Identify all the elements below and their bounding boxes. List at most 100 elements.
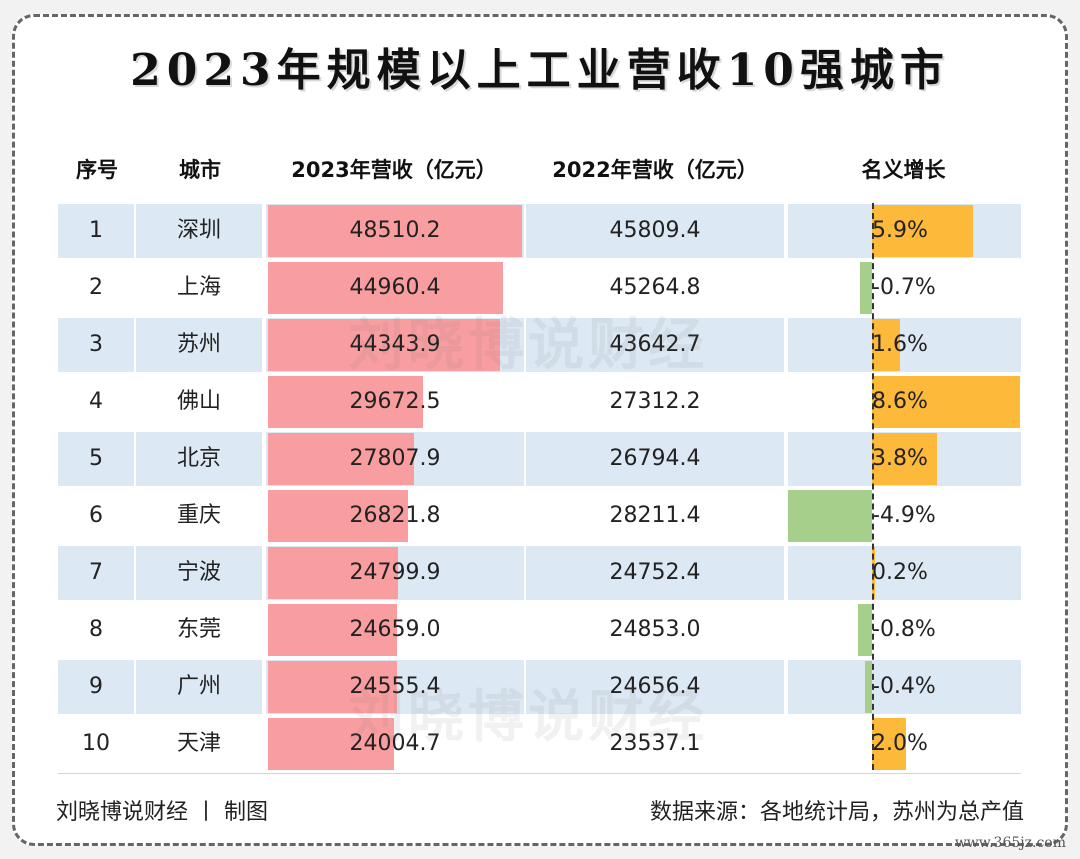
site-watermark: www.365jz.com — [954, 835, 1066, 851]
growth-bar — [872, 376, 1020, 428]
revenue-2023-bar — [268, 205, 522, 257]
table-cell — [58, 318, 134, 372]
table-cell — [136, 432, 262, 486]
revenue-2023-label: 44343.9 — [349, 332, 441, 357]
table-row: 2 上海 44960.4 45264.8 -0.7% — [58, 261, 1021, 315]
table-cell — [526, 432, 784, 486]
growth-label: 1.6% — [872, 332, 928, 357]
revenue-2023-label: 24555.4 — [349, 674, 441, 699]
growth-label: -4.9% — [872, 503, 936, 528]
city-label: 北京 — [176, 446, 221, 471]
table-bottom-rule — [58, 773, 1021, 774]
city-label: 上海 — [176, 275, 221, 300]
city-label: 深圳 — [176, 218, 221, 243]
table-row: 10 天津 24004.7 23537.1 2.0% — [58, 717, 1021, 771]
city-label: 重庆 — [176, 503, 221, 528]
revenue-2023-bar — [268, 433, 414, 485]
revenue-2022-label: 28211.4 — [609, 503, 701, 528]
revenue-2022-label: 24853.0 — [609, 617, 701, 642]
revenue-2022-label: 24752.4 — [609, 560, 701, 585]
table-row: 9 广州 24555.4 24656.4 -0.4% — [58, 660, 1021, 714]
revenue-2023-label: 24659.0 — [349, 617, 441, 642]
table-cell — [136, 318, 262, 372]
revenue-2023-bar — [268, 547, 398, 599]
revenue-2022-label: 24656.4 — [609, 674, 701, 699]
revenue-2022-label: 23537.1 — [609, 731, 701, 756]
rank-label: 1 — [89, 218, 103, 243]
growth-label: 8.6% — [872, 389, 928, 414]
revenue-2023-bar — [268, 604, 397, 656]
revenue-2023-bar — [268, 661, 397, 713]
revenue-2023-bar — [268, 490, 408, 542]
growth-bar — [860, 262, 872, 314]
header-growth: 名义增长 — [861, 158, 946, 182]
table-cell — [136, 660, 262, 714]
growth-label: -0.7% — [872, 275, 936, 300]
revenue-2023-label: 29672.5 — [349, 389, 441, 414]
city-label: 宁波 — [176, 560, 221, 585]
table-cell — [526, 204, 784, 258]
rank-label: 10 — [82, 731, 110, 756]
table-cell — [58, 546, 134, 600]
table-row: 8 东莞 24659.0 24853.0 -0.8% — [58, 603, 1021, 657]
table-row: 3 苏州 44343.9 43642.7 1.6% — [58, 318, 1021, 372]
rank-label: 6 — [89, 503, 103, 528]
table-cell — [526, 546, 784, 600]
revenue-2023-label: 48510.2 — [349, 218, 441, 243]
revenue-2023-label: 44960.4 — [349, 275, 441, 300]
footer-source: 数据来源：各地统计局，苏州为总产值 — [649, 800, 1024, 825]
growth-bar — [872, 319, 900, 371]
city-label: 苏州 — [176, 332, 221, 357]
rank-label: 7 — [89, 560, 103, 585]
table-cell — [58, 660, 134, 714]
revenue-2023-label: 26821.8 — [349, 503, 441, 528]
chart-title: 2023年规模以上工业营收10强城市 — [130, 45, 950, 96]
header-rank: 序号 — [76, 158, 118, 182]
table-cell — [58, 204, 134, 258]
rank-label: 9 — [89, 674, 103, 699]
rank-label: 8 — [89, 617, 103, 642]
table-row: 4 佛山 29672.5 27312.2 8.6% — [58, 375, 1021, 429]
city-label: 东莞 — [176, 617, 221, 642]
table-cell — [788, 546, 1021, 600]
city-label: 广州 — [176, 674, 221, 699]
growth-label: -0.4% — [872, 674, 936, 699]
growth-bar — [858, 604, 872, 656]
rank-label: 4 — [89, 389, 103, 414]
revenue-2023-label: 24799.9 — [349, 560, 441, 585]
growth-bar — [872, 718, 906, 770]
table-cell — [526, 660, 784, 714]
header-revenue-2023: 2023年营收（亿元） — [291, 158, 497, 182]
table-cell — [136, 204, 262, 258]
growth-zero-axis — [872, 203, 874, 770]
city-label: 佛山 — [176, 389, 221, 414]
rank-label: 3 — [89, 332, 103, 357]
growth-label: 5.9% — [872, 218, 928, 243]
table-row: 1 深圳 48510.2 45809.4 5.9% — [58, 204, 1021, 258]
growth-label: 0.2% — [872, 560, 928, 585]
revenue-2023-label: 24004.7 — [349, 731, 441, 756]
revenue-2022-label: 45809.4 — [609, 218, 701, 243]
table-cell — [788, 318, 1021, 372]
revenue-2023-bar — [268, 376, 423, 428]
growth-bar — [788, 490, 872, 542]
revenue-2023-bar — [268, 262, 503, 314]
revenue-2023-label: 27807.9 — [349, 446, 441, 471]
watermark: 刘晓博说财经 — [348, 313, 708, 378]
revenue-2023-bar — [268, 718, 394, 770]
header-revenue-2022: 2022年营收（亿元） — [552, 158, 758, 182]
growth-label: 2.0% — [872, 731, 928, 756]
revenue-2022-label: 26794.4 — [609, 446, 701, 471]
watermark: 刘晓博说财经 — [348, 685, 708, 750]
table-cell — [58, 432, 134, 486]
header-city: 城市 — [179, 158, 221, 182]
table-row: 7 宁波 24799.9 24752.4 0.2% — [58, 546, 1021, 600]
growth-label: -0.8% — [872, 617, 936, 642]
growth-bar — [872, 433, 937, 485]
growth-label: 3.8% — [872, 446, 928, 471]
rank-label: 2 — [89, 275, 103, 300]
revenue-2022-label: 27312.2 — [609, 389, 701, 414]
city-label: 天津 — [176, 731, 221, 756]
growth-bar — [865, 661, 872, 713]
table-cell — [788, 660, 1021, 714]
